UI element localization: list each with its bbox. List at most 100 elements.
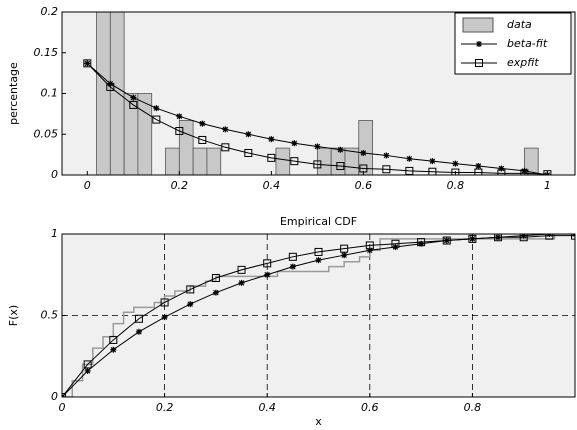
legend-label: beta-fit bbox=[507, 37, 548, 50]
marker bbox=[152, 115, 161, 124]
axes-frame bbox=[61, 233, 576, 398]
marker bbox=[161, 314, 168, 321]
marker bbox=[160, 298, 169, 307]
marker bbox=[520, 169, 529, 175]
marker bbox=[336, 162, 345, 171]
legend-marker bbox=[476, 41, 482, 47]
marker bbox=[263, 259, 272, 268]
y-axis-label: percentage bbox=[7, 62, 20, 125]
y-tick-label: 0.1 bbox=[41, 87, 59, 100]
y-tick-label: 0 bbox=[51, 390, 58, 403]
marker bbox=[429, 158, 436, 165]
marker bbox=[199, 120, 206, 127]
y-tick-label: 0.5 bbox=[41, 309, 59, 322]
marker bbox=[383, 152, 390, 159]
x-axis-label: x bbox=[315, 415, 322, 428]
marker bbox=[382, 165, 391, 174]
marker bbox=[289, 263, 296, 270]
bar bbox=[123, 93, 139, 175]
marker bbox=[110, 346, 117, 353]
marker bbox=[406, 155, 413, 162]
marker bbox=[521, 167, 528, 174]
marker bbox=[267, 153, 276, 162]
legend-swatch bbox=[462, 17, 494, 33]
marker bbox=[392, 244, 399, 251]
y-tick-label: 0.2 bbox=[41, 5, 59, 18]
bar bbox=[178, 119, 194, 175]
plot-content bbox=[62, 234, 575, 397]
marker bbox=[314, 143, 321, 150]
marker bbox=[83, 360, 92, 369]
marker bbox=[244, 148, 253, 157]
marker bbox=[474, 168, 483, 175]
marker bbox=[175, 126, 184, 135]
marker bbox=[497, 169, 506, 175]
x-tick-label: 0.2 bbox=[156, 401, 174, 414]
marker bbox=[475, 163, 482, 170]
marker bbox=[135, 328, 142, 335]
x-tick-label: 0.8 bbox=[464, 401, 482, 414]
marker bbox=[238, 279, 245, 286]
marker bbox=[520, 234, 527, 239]
bar bbox=[206, 147, 222, 175]
bar bbox=[96, 12, 111, 175]
marker bbox=[495, 234, 502, 241]
bar bbox=[137, 93, 153, 175]
marker bbox=[130, 94, 137, 101]
legend-label: data bbox=[507, 18, 532, 31]
x-tick-label: 0.4 bbox=[263, 179, 281, 192]
y-tick-label: 0.05 bbox=[34, 127, 59, 140]
marker bbox=[366, 247, 373, 254]
marker bbox=[84, 60, 91, 67]
x-tick-label: 0 bbox=[59, 401, 66, 414]
y-axis-label: F(x) bbox=[7, 305, 20, 326]
marker bbox=[106, 82, 115, 91]
marker bbox=[405, 166, 414, 175]
marker bbox=[341, 252, 348, 259]
marker bbox=[264, 271, 271, 278]
bar bbox=[358, 119, 373, 175]
marker bbox=[498, 165, 505, 172]
marker bbox=[83, 59, 92, 68]
y-tick-label: 0.15 bbox=[34, 46, 59, 59]
marker bbox=[268, 136, 275, 143]
marker bbox=[545, 234, 554, 240]
marker bbox=[198, 135, 207, 144]
bar bbox=[316, 147, 332, 175]
bar bbox=[165, 147, 180, 175]
marker bbox=[418, 240, 425, 247]
marker bbox=[290, 157, 299, 166]
legend-label: expfit bbox=[507, 56, 539, 69]
marker bbox=[187, 301, 194, 308]
marker bbox=[313, 160, 322, 169]
marker bbox=[186, 285, 195, 294]
axes-frame bbox=[61, 11, 576, 176]
marker bbox=[153, 105, 160, 112]
x-tick-label: 0.8 bbox=[447, 179, 465, 192]
marker bbox=[222, 126, 229, 133]
x-tick-label: 1 bbox=[544, 179, 551, 192]
marker bbox=[211, 274, 220, 283]
marker bbox=[84, 367, 91, 374]
marker bbox=[451, 168, 460, 175]
marker bbox=[360, 149, 367, 156]
marker bbox=[337, 146, 344, 153]
marker bbox=[245, 131, 252, 138]
marker bbox=[340, 244, 349, 253]
legend-marker bbox=[475, 59, 483, 67]
marker bbox=[543, 170, 552, 175]
marker bbox=[288, 252, 297, 261]
marker bbox=[291, 140, 298, 147]
x-tick-label: 0 bbox=[84, 179, 91, 192]
marker bbox=[315, 257, 322, 264]
x-tick-label: 0.4 bbox=[258, 401, 276, 414]
marker bbox=[237, 265, 246, 274]
marker bbox=[443, 237, 450, 244]
x-tick-label: 0.6 bbox=[361, 401, 379, 414]
x-tick-label: 0.2 bbox=[171, 179, 189, 192]
marker bbox=[428, 167, 437, 175]
marker bbox=[134, 314, 143, 323]
plot-content bbox=[83, 12, 552, 175]
